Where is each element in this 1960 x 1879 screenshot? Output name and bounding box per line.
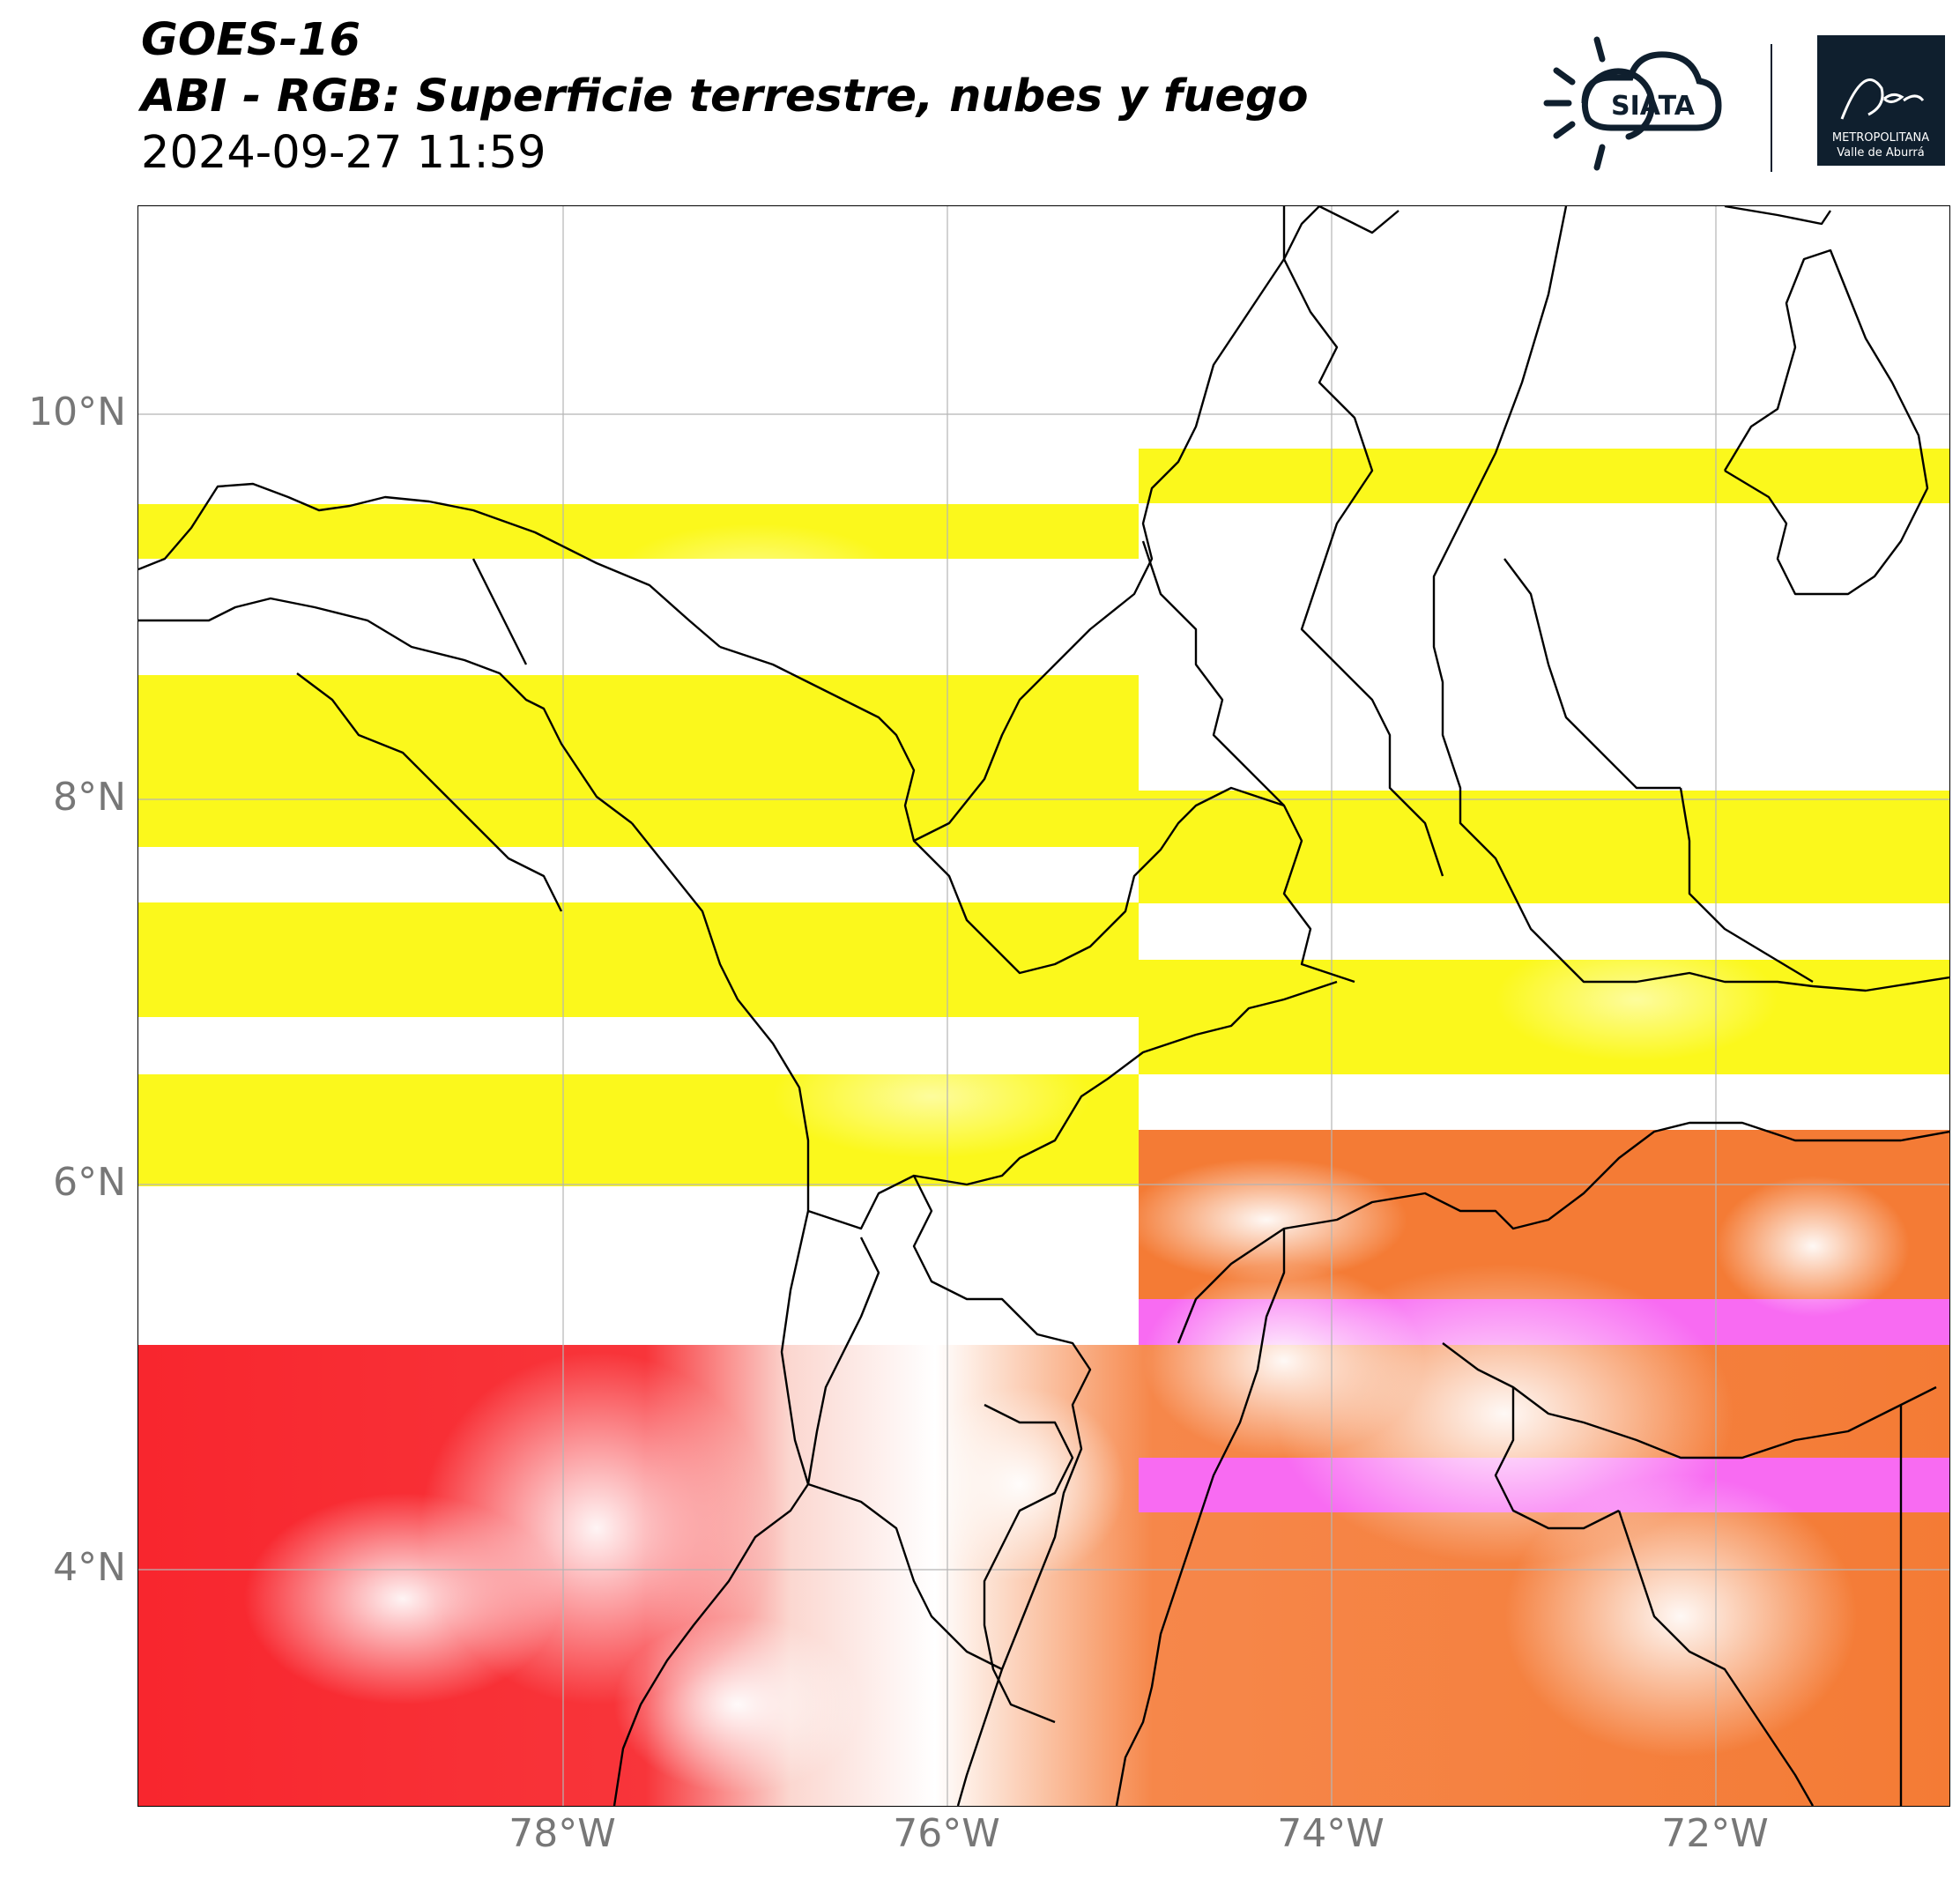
dept-border bbox=[1442, 1342, 1937, 1459]
lat-tick-4: 4°N bbox=[53, 1545, 126, 1590]
dept-border bbox=[1282, 206, 1444, 877]
dept-border bbox=[1617, 1510, 1815, 1806]
coastline bbox=[612, 822, 810, 1806]
siata-text: SIATA bbox=[1611, 91, 1696, 122]
imagery-layer bbox=[138, 449, 1949, 1806]
boundaries bbox=[138, 206, 1949, 1806]
coastline bbox=[1724, 206, 1831, 226]
country-border bbox=[1432, 206, 1949, 992]
yellow-band bbox=[138, 902, 1139, 1017]
dept-border bbox=[1115, 1229, 1286, 1806]
lon-tick-76: 76°W bbox=[893, 1811, 1000, 1856]
lon-tick-74: 74°W bbox=[1277, 1811, 1385, 1856]
lon-tick-78: 78°W bbox=[509, 1811, 616, 1856]
coastline bbox=[1318, 206, 1399, 234]
dept-border bbox=[807, 1482, 1003, 1671]
dept-border bbox=[1141, 540, 1355, 984]
lake-maracaibo bbox=[1723, 249, 1929, 596]
product-title: ABI - RGB: Superficie terrestre, nubes y… bbox=[141, 71, 1309, 123]
dept-border bbox=[1503, 558, 1550, 665]
dept-border bbox=[296, 672, 563, 912]
yellow-band bbox=[1139, 449, 1949, 503]
amva-line1: METROPOLITANA bbox=[1832, 131, 1929, 145]
dept-border bbox=[806, 1237, 880, 1485]
title-block: GOES-16 ABI - RGB: Superficie terrestre,… bbox=[141, 12, 1309, 182]
datetime-label: 2024-09-27 11:59 bbox=[141, 127, 546, 179]
dept-border bbox=[913, 786, 1285, 975]
dept-border bbox=[983, 1403, 1074, 1724]
yellow-band bbox=[138, 675, 1139, 847]
cloud-icon bbox=[1581, 51, 1722, 131]
siata-logo: SIATA METROPOLITANA Valle de Aburrá bbox=[1543, 35, 1945, 172]
dept-border bbox=[807, 980, 1338, 1230]
logos: SIATA METROPOLITANA Valle de Aburrá bbox=[1533, 35, 1948, 176]
coastline bbox=[719, 206, 1320, 843]
coastline bbox=[138, 482, 721, 648]
lat-tick-10: 10°N bbox=[28, 390, 126, 434]
dept-border bbox=[1177, 1121, 1949, 1344]
satellite-title: GOES-16 bbox=[141, 14, 360, 66]
yellow-band bbox=[1139, 791, 1949, 903]
dept-border bbox=[1547, 664, 1681, 790]
map-canvas bbox=[138, 206, 1949, 1806]
gridlines bbox=[138, 206, 1949, 1806]
dept-border bbox=[471, 558, 528, 665]
map-frame bbox=[137, 205, 1950, 1807]
lat-tick-6: 6°N bbox=[53, 1160, 126, 1205]
lat-tick-8: 8°N bbox=[53, 775, 126, 820]
lon-tick-72: 72°W bbox=[1661, 1811, 1769, 1856]
dept-border bbox=[1679, 787, 1814, 984]
amva-line2: Valle de Aburrá bbox=[1837, 146, 1924, 160]
coastline bbox=[138, 597, 633, 824]
dept-border bbox=[1494, 1387, 1620, 1530]
